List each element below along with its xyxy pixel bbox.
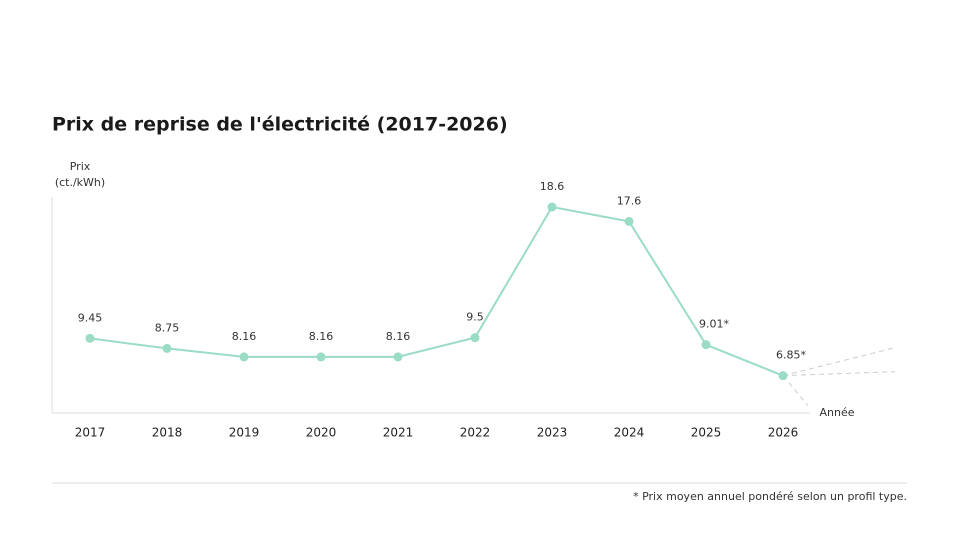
data-label: 18.6 (540, 180, 565, 193)
y-axis-label: Prix (70, 160, 91, 173)
projection-line (782, 375, 809, 407)
point (239, 352, 249, 362)
data-label: 9.45 (78, 311, 103, 324)
x-tick-label: 2022 (460, 426, 491, 440)
chart-title: Prix de reprise de l'électricité (2017-2… (52, 114, 508, 136)
x-tick-label: 2021 (383, 426, 414, 440)
projection-line (782, 347, 896, 377)
data-label: 8.16 (309, 330, 334, 343)
projection-line (782, 371, 896, 377)
point (547, 202, 557, 212)
x-tick-label: 2018 (152, 426, 183, 440)
point (701, 340, 711, 350)
data-label: 9.5 (466, 311, 484, 324)
data-label: 8.75 (155, 321, 180, 334)
data-label: 6.85* (776, 349, 806, 362)
x-axis-label: Année (819, 406, 854, 419)
point (624, 216, 634, 226)
y-axis-label: (ct./kWh) (55, 176, 105, 189)
data-label: 8.16 (232, 330, 257, 343)
point (316, 352, 326, 362)
point (85, 333, 95, 343)
x-tick-label: 2026 (768, 426, 799, 440)
x-tick-label: 2019 (229, 426, 260, 440)
point (778, 371, 788, 381)
footnote: * Prix moyen annuel pondéré selon un pro… (633, 490, 907, 503)
data-label: 9.01* (699, 318, 729, 331)
x-tick-label: 2023 (537, 426, 568, 440)
line (89, 205, 784, 377)
x-tick-label: 2017 (75, 426, 106, 440)
data-label: 8.16 (386, 330, 411, 343)
x-tick-label: 2024 (614, 426, 645, 440)
point (162, 343, 172, 353)
x-tick-label: 2020 (306, 426, 337, 440)
point (470, 333, 480, 343)
point (393, 352, 403, 362)
data-label: 17.6 (617, 194, 642, 207)
x-tick-label: 2025 (691, 426, 722, 440)
